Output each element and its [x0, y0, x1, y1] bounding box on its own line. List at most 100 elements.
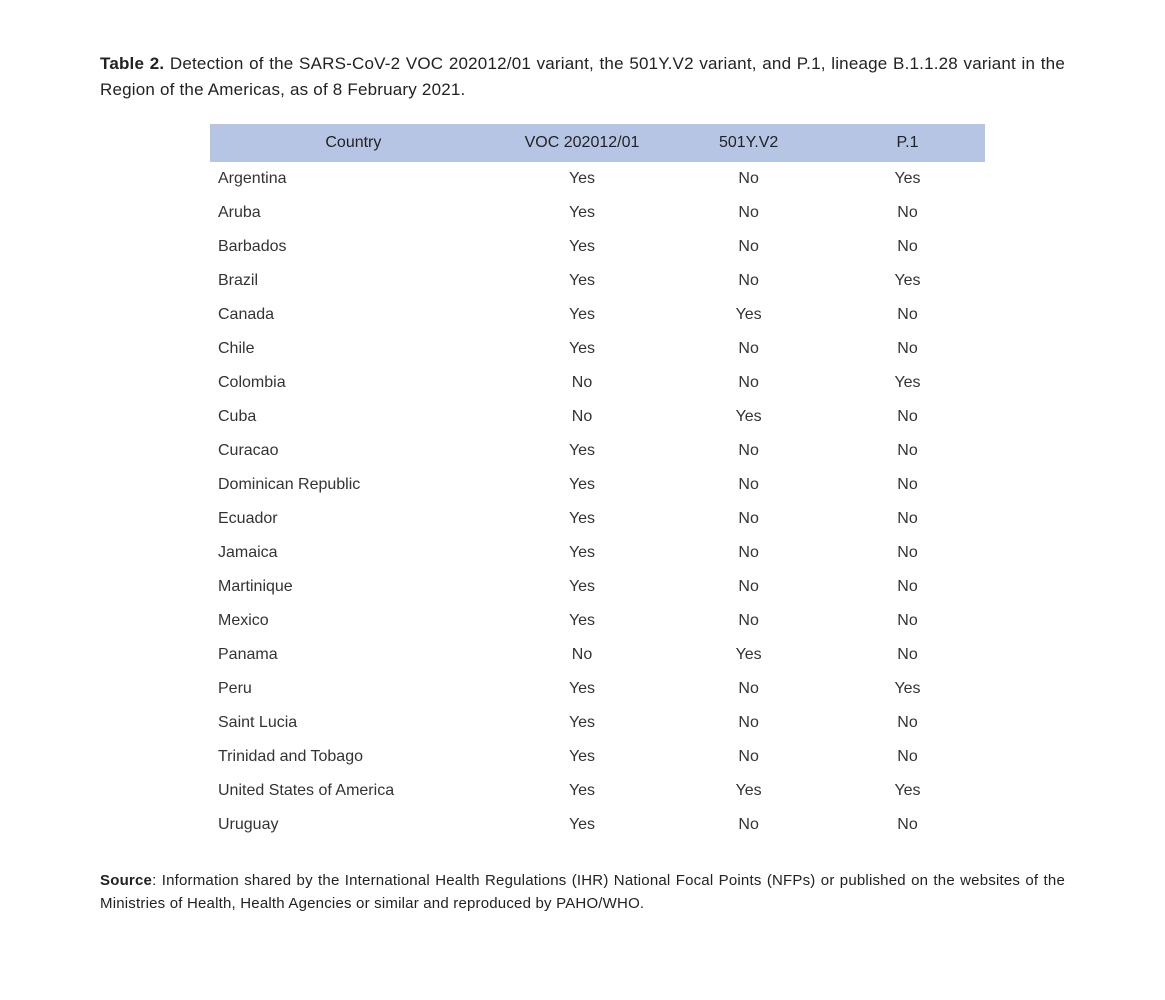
country-cell: United States of America	[210, 774, 497, 808]
value-cell: No	[667, 264, 830, 298]
country-cell: Mexico	[210, 604, 497, 638]
table-row: PanamaNoYesNo	[210, 638, 985, 672]
value-cell: No	[830, 536, 985, 570]
value-cell: No	[830, 196, 985, 230]
country-cell: Brazil	[210, 264, 497, 298]
value-cell: Yes	[497, 604, 668, 638]
variant-detection-table: CountryVOC 202012/01501Y.V2P.1 Argentina…	[210, 124, 985, 842]
page: Table 2. Detection of the SARS-CoV-2 VOC…	[0, 0, 1165, 970]
country-cell: Martinique	[210, 570, 497, 604]
value-cell: Yes	[497, 808, 668, 842]
country-cell: Panama	[210, 638, 497, 672]
value-cell: No	[667, 366, 830, 400]
value-cell: Yes	[497, 672, 668, 706]
value-cell: No	[667, 468, 830, 502]
table-row: ArubaYesNoNo	[210, 196, 985, 230]
value-cell: No	[830, 808, 985, 842]
country-cell: Trinidad and Tobago	[210, 740, 497, 774]
country-cell: Dominican Republic	[210, 468, 497, 502]
country-cell: Aruba	[210, 196, 497, 230]
value-cell: No	[667, 740, 830, 774]
value-cell: No	[667, 536, 830, 570]
table-row: CubaNoYesNo	[210, 400, 985, 434]
country-cell: Curacao	[210, 434, 497, 468]
table-row: United States of AmericaYesYesYes	[210, 774, 985, 808]
country-cell: Chile	[210, 332, 497, 366]
table-container: CountryVOC 202012/01501Y.V2P.1 Argentina…	[100, 124, 1065, 842]
country-cell: Saint Lucia	[210, 706, 497, 740]
value-cell: No	[667, 434, 830, 468]
value-cell: No	[497, 638, 668, 672]
table-row: UruguayYesNoNo	[210, 808, 985, 842]
col-header: P.1	[830, 124, 985, 162]
value-cell: Yes	[497, 196, 668, 230]
source-text: : Information shared by the Internationa…	[100, 872, 1065, 912]
value-cell: No	[667, 672, 830, 706]
value-cell: No	[667, 196, 830, 230]
value-cell: No	[830, 740, 985, 774]
value-cell: Yes	[497, 298, 668, 332]
value-cell: Yes	[830, 672, 985, 706]
value-cell: Yes	[830, 366, 985, 400]
value-cell: No	[830, 638, 985, 672]
value-cell: Yes	[497, 434, 668, 468]
value-cell: No	[830, 400, 985, 434]
table-row: ChileYesNoNo	[210, 332, 985, 366]
value-cell: No	[497, 366, 668, 400]
country-cell: Argentina	[210, 162, 497, 196]
country-cell: Peru	[210, 672, 497, 706]
country-cell: Colombia	[210, 366, 497, 400]
value-cell: No	[667, 570, 830, 604]
value-cell: No	[830, 570, 985, 604]
table-header-row: CountryVOC 202012/01501Y.V2P.1	[210, 124, 985, 162]
col-header: VOC 202012/01	[497, 124, 668, 162]
country-cell: Jamaica	[210, 536, 497, 570]
value-cell: Yes	[667, 774, 830, 808]
table-row: JamaicaYesNoNo	[210, 536, 985, 570]
caption-text: Detection of the SARS-CoV-2 VOC 202012/0…	[100, 54, 1065, 99]
value-cell: No	[830, 332, 985, 366]
value-cell: No	[830, 434, 985, 468]
table-row: ColombiaNoNoYes	[210, 366, 985, 400]
value-cell: Yes	[497, 774, 668, 808]
value-cell: Yes	[497, 468, 668, 502]
value-cell: No	[830, 298, 985, 332]
value-cell: No	[667, 604, 830, 638]
value-cell: No	[497, 400, 668, 434]
value-cell: Yes	[830, 162, 985, 196]
value-cell: Yes	[497, 230, 668, 264]
value-cell: No	[830, 706, 985, 740]
table-row: Dominican RepublicYesNoNo	[210, 468, 985, 502]
country-cell: Ecuador	[210, 502, 497, 536]
col-header: Country	[210, 124, 497, 162]
table-row: ArgentinaYesNoYes	[210, 162, 985, 196]
table-row: EcuadorYesNoNo	[210, 502, 985, 536]
value-cell: No	[667, 230, 830, 264]
value-cell: No	[667, 706, 830, 740]
table-row: BarbadosYesNoNo	[210, 230, 985, 264]
table-caption: Table 2. Detection of the SARS-CoV-2 VOC…	[100, 51, 1065, 102]
table-row: Trinidad and TobagoYesNoNo	[210, 740, 985, 774]
value-cell: Yes	[830, 264, 985, 298]
value-cell: No	[830, 604, 985, 638]
value-cell: Yes	[497, 332, 668, 366]
value-cell: Yes	[497, 502, 668, 536]
col-header: 501Y.V2	[667, 124, 830, 162]
value-cell: Yes	[497, 264, 668, 298]
country-cell: Barbados	[210, 230, 497, 264]
table-header: CountryVOC 202012/01501Y.V2P.1	[210, 124, 985, 162]
value-cell: Yes	[497, 570, 668, 604]
country-cell: Uruguay	[210, 808, 497, 842]
table-source: Source: Information shared by the Intern…	[100, 870, 1065, 915]
country-cell: Canada	[210, 298, 497, 332]
value-cell: No	[830, 468, 985, 502]
source-label: Source	[100, 872, 152, 889]
table-row: MexicoYesNoNo	[210, 604, 985, 638]
value-cell: No	[667, 808, 830, 842]
table-row: CuracaoYesNoNo	[210, 434, 985, 468]
value-cell: Yes	[497, 162, 668, 196]
table-row: PeruYesNoYes	[210, 672, 985, 706]
value-cell: Yes	[497, 536, 668, 570]
value-cell: No	[667, 162, 830, 196]
value-cell: Yes	[667, 638, 830, 672]
